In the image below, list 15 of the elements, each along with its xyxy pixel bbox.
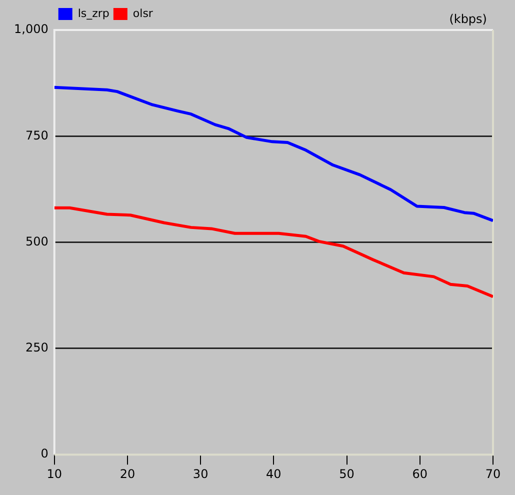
y-tick-label: 500 — [25, 234, 48, 248]
x-tick-label: 50 — [339, 466, 354, 481]
x-tick-label: 60 — [412, 466, 428, 481]
y-tick-label: 1,000 — [14, 22, 48, 36]
x-tick-label: 30 — [192, 466, 208, 481]
legend-label: olsr — [132, 6, 154, 20]
x-tick-label: 70 — [485, 466, 501, 481]
y-tick-label: 250 — [25, 340, 48, 355]
x-tick-label: 40 — [266, 466, 282, 481]
y-axis-title: (kbps) — [449, 12, 487, 26]
y-tick-label: 0 — [40, 446, 48, 461]
y-tick-label: 750 — [25, 128, 48, 142]
x-tick-label: 10 — [46, 466, 62, 481]
legend-label: ls_zrp — [78, 6, 110, 20]
x-tick-label: 20 — [120, 466, 136, 481]
